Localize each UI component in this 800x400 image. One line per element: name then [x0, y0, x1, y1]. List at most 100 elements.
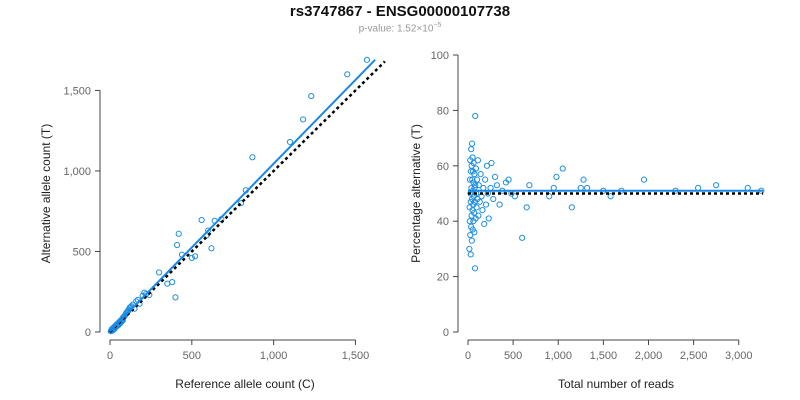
data-point [308, 92, 315, 100]
data-point [482, 176, 489, 183]
x-tick-label: 0 [465, 350, 471, 362]
data-point [476, 198, 483, 205]
data-point [468, 237, 475, 244]
data-point [116, 320, 123, 328]
data-point [115, 321, 122, 328]
data-point [467, 157, 474, 164]
y-tick-label: 40 [437, 216, 449, 228]
y-tick-label: 80 [437, 105, 449, 117]
data-point [618, 187, 625, 194]
data-point [483, 162, 491, 169]
y-tick-label: 1,500 [63, 85, 91, 97]
data-point [109, 325, 117, 332]
data-point [128, 303, 135, 310]
data-point [172, 294, 179, 301]
data-point [136, 300, 143, 307]
data-point [485, 215, 492, 222]
data-point [110, 324, 118, 331]
data-point [508, 190, 515, 197]
x-tick-label: 1,000 [260, 350, 288, 362]
data-point [110, 326, 117, 333]
data-point [758, 187, 765, 194]
y-tick-label: 100 [431, 50, 449, 62]
data-point [473, 190, 480, 197]
data-point [491, 173, 499, 180]
y-axis-title: Alternative allele count (T) [39, 124, 53, 263]
data-point [164, 280, 171, 287]
data-point [469, 226, 476, 233]
data-point [479, 207, 486, 214]
data-point [110, 324, 117, 332]
y-tick-label: 60 [437, 161, 449, 173]
data-point [113, 323, 120, 330]
y-tick-label: 1,000 [63, 166, 91, 178]
data-point [175, 230, 182, 237]
data-point [499, 187, 506, 194]
data-point [467, 190, 474, 197]
data-point [469, 176, 476, 183]
data-point [467, 168, 474, 175]
chart-subtitle: p-value: 1.52×10−5 [0, 22, 800, 34]
data-point [127, 303, 134, 311]
data-point [467, 231, 474, 239]
data-point [169, 278, 176, 286]
data-point [469, 187, 477, 194]
y-tick-label: 500 [73, 246, 91, 258]
y-axis-title: Percentage alternative (T) [409, 124, 423, 263]
data-point [473, 204, 480, 211]
data-point [471, 229, 478, 236]
data-point [203, 232, 210, 239]
chart-title: rs3747867 - ENSG00000107738 [289, 3, 511, 20]
y-tick-label: 0 [85, 327, 91, 339]
data-point [511, 193, 519, 200]
data-point [466, 204, 473, 211]
data-point [118, 319, 125, 326]
data-point [155, 269, 163, 276]
data-point [123, 309, 130, 316]
data-point [484, 190, 491, 197]
data-point [466, 176, 474, 183]
data-point [131, 305, 138, 312]
data-point [607, 193, 614, 200]
fit-line [109, 59, 376, 332]
data-point [477, 171, 484, 178]
data-point [473, 176, 481, 183]
data-point [672, 187, 679, 194]
data-point [502, 179, 510, 186]
y-tick-label: 0 [443, 327, 449, 339]
data-point [584, 184, 591, 192]
data-point [119, 316, 126, 323]
data-point [114, 322, 121, 329]
data-point [113, 322, 120, 329]
x-tick-label: 3,000 [725, 350, 753, 362]
data-point [122, 311, 129, 318]
data-point [478, 193, 485, 200]
data-point [505, 176, 512, 183]
data-point [116, 318, 123, 325]
data-point [129, 301, 137, 308]
data-point [107, 328, 114, 335]
data-point [118, 317, 125, 325]
data-point [114, 320, 121, 328]
data-point [475, 212, 482, 219]
pvalue-exponent: −5 [433, 22, 442, 29]
data-point [468, 184, 475, 192]
data-point [523, 204, 530, 211]
data-point [188, 254, 195, 262]
data-point [744, 184, 751, 192]
data-point [550, 184, 557, 192]
data-point [468, 162, 475, 169]
data-point [467, 198, 474, 205]
data-point [112, 324, 119, 331]
data-point [211, 217, 218, 224]
x-tick-label: 1,500 [590, 350, 618, 362]
data-point [490, 195, 497, 203]
data-point [286, 138, 294, 146]
data-point [142, 291, 150, 298]
data-point [559, 165, 566, 172]
data-point [472, 165, 480, 172]
data-point [568, 204, 575, 211]
data-point [468, 146, 475, 153]
